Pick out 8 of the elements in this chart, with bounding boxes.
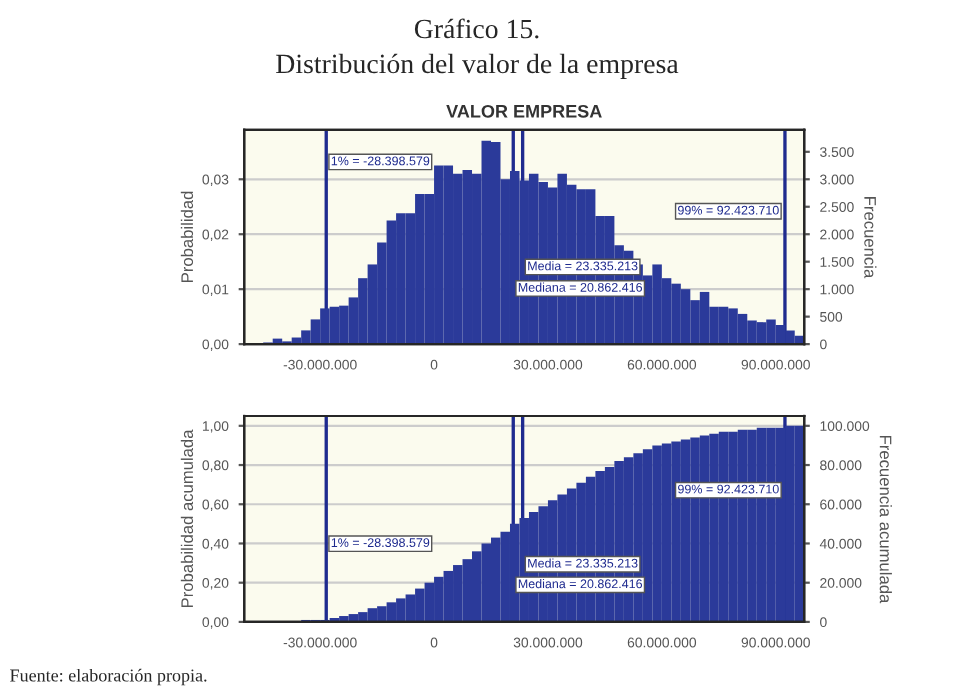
chart-title: Gráfico 15. — [414, 18, 539, 39]
y-axis-title: Probabilidad acumulada — [180, 429, 194, 607]
y-axis-title: Probabilidad — [180, 191, 194, 282]
y2-axis-title: Frecuencia acumulada — [879, 436, 892, 604]
text: VALOR EMPRESA — [446, 104, 602, 118]
chart-subtitle: Distribución del valor de la empresa — [276, 53, 679, 79]
y2-axis-title: Frecuencia — [864, 197, 877, 279]
source-note: Fuente: elaboración propia. — [10, 668, 207, 686]
